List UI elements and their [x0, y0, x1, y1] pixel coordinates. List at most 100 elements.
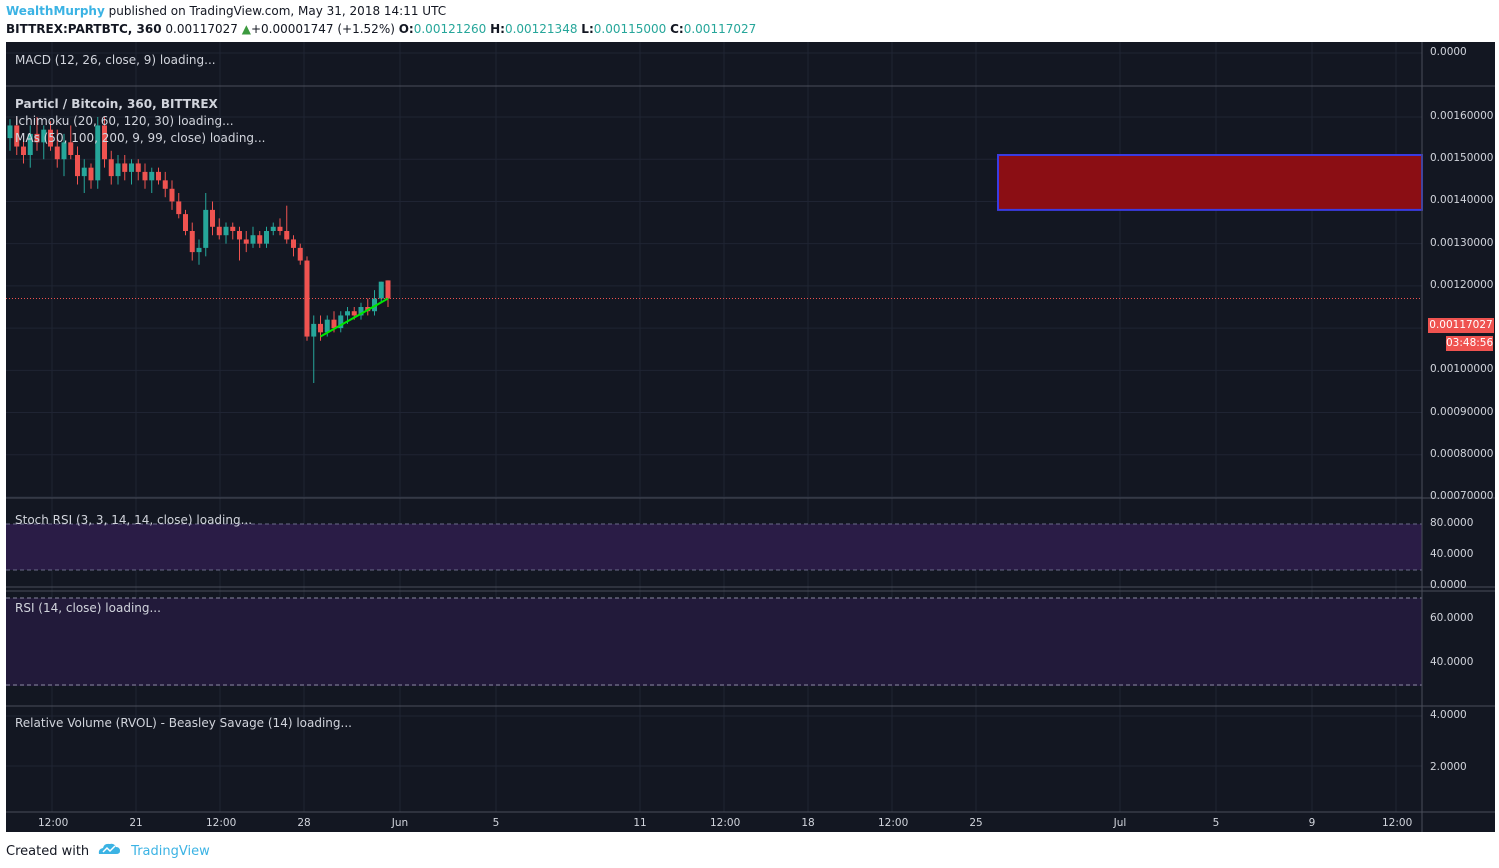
time-tick: 21 — [129, 817, 143, 829]
current-price-badge: 0.00117027 — [1428, 318, 1494, 333]
candle-body — [250, 235, 256, 244]
time-tick: 5 — [492, 817, 500, 829]
created-with-text: Created with — [6, 843, 90, 859]
price-tick: 0.00160000 — [1430, 110, 1494, 122]
candle-body — [41, 129, 47, 143]
candle-body — [338, 315, 344, 329]
rvol-tick: 2.0000 — [1430, 761, 1467, 773]
candle-body — [210, 209, 215, 227]
candles — [7, 117, 391, 383]
rsi-label[interactable]: RSI (14, close) loading... — [15, 601, 161, 615]
rsi-tick: 60.0000 — [1430, 612, 1474, 624]
time-tick: 12:00 — [710, 817, 741, 829]
candle-body — [21, 146, 26, 155]
candle-body — [142, 171, 148, 181]
pane-dividers — [6, 42, 1495, 832]
high-value: 0.00121348 — [504, 22, 578, 36]
candle-body — [88, 167, 94, 181]
stoch-rsi-label[interactable]: Stoch RSI (3, 3, 14, 14, close) loading.… — [15, 513, 253, 527]
time-tick: 11 — [633, 817, 647, 829]
low-value: 0.00115000 — [593, 22, 667, 36]
chart-canvas[interactable] — [6, 42, 1495, 832]
candle-body — [223, 226, 229, 236]
trendline — [320, 297, 389, 338]
candle-body — [115, 163, 121, 177]
up-arrow-icon: ▲ — [241, 22, 251, 36]
candle-body — [345, 311, 350, 316]
indicator-bands — [6, 523, 1422, 686]
candle-body — [318, 323, 323, 333]
rvol-label[interactable]: Relative Volume (RVOL) - Beasley Savage … — [15, 716, 352, 730]
price-tick: 0.00070000 — [1430, 490, 1494, 502]
symbol-info: BITTREX:PARTBTC, 360 0.00117027 ▲+0.0000… — [6, 22, 756, 36]
price-tick: 0.00090000 — [1430, 405, 1494, 418]
mas-label[interactable]: MAs (50, 100, 200, 9, 99, close) loading… — [15, 131, 266, 145]
candle-body — [351, 311, 357, 316]
price-tick: 0.00100000 — [1430, 363, 1494, 376]
candle-body — [378, 281, 384, 299]
candle-body — [264, 231, 269, 244]
tradingview-link[interactable]: TradingView — [131, 843, 210, 859]
time-tick: Jun — [391, 817, 409, 829]
price-change: +0.00001747 (+1.52%) — [250, 22, 395, 36]
time-tick: 12:00 — [878, 817, 909, 829]
published-text: published on TradingView.com, May 31, 20… — [104, 4, 447, 18]
time-tick: 25 — [969, 817, 983, 829]
macd-label[interactable]: MACD (12, 26, close, 9) loading... — [15, 53, 216, 67]
candle-body — [372, 298, 377, 312]
resistance-zone-rect — [997, 154, 1423, 211]
candle-body — [14, 125, 20, 147]
candle-body — [237, 231, 242, 240]
candle-body — [102, 125, 107, 160]
candle-body — [7, 125, 13, 139]
symbol-label: BITTREX:PARTBTC, 360 — [6, 22, 162, 36]
price-tick: 0.00080000 — [1430, 447, 1494, 460]
high-label: H: — [490, 22, 505, 36]
time-tick: Jul — [1113, 817, 1127, 829]
time-tick: 18 — [801, 817, 815, 829]
candle-body — [277, 226, 283, 231]
last-price: 0.00117027 — [165, 22, 238, 36]
candle-body — [149, 171, 155, 181]
stoch-tick: 40.0000 — [1430, 548, 1474, 560]
candle-body — [129, 163, 134, 172]
candle-body — [81, 167, 87, 177]
candle-body — [358, 307, 364, 316]
candle-body — [176, 201, 182, 215]
time-tick: 9 — [1308, 817, 1316, 829]
candle-body — [203, 209, 209, 248]
candle-body — [54, 146, 60, 160]
author-link[interactable]: WealthMurphy — [6, 4, 105, 18]
candle-body — [108, 159, 114, 177]
close-label: C: — [670, 22, 684, 36]
close-value: 0.00117027 — [683, 22, 757, 36]
stoch-tick: 80.0000 — [1430, 517, 1474, 529]
candle-body — [284, 231, 290, 240]
time-tick: 12:00 — [38, 817, 69, 829]
candle-body — [162, 180, 168, 189]
ichimoku-label[interactable]: Ichimoku (20, 60, 120, 30) loading... — [15, 114, 234, 128]
candle-body — [297, 247, 303, 261]
stoch-tick: 0.0000 — [1430, 579, 1467, 591]
footer: Created with TradingView — [6, 842, 210, 860]
candle-body — [257, 235, 263, 244]
candle-body — [196, 247, 202, 253]
macd-tick: 0.0000 — [1430, 46, 1467, 58]
candle-body — [324, 319, 330, 333]
price-tick: 0.00120000 — [1430, 278, 1494, 291]
main-title[interactable]: Particl / Bitcoin, 360, BITTREX — [15, 97, 218, 111]
candle-body — [385, 280, 391, 299]
tradingview-logo-icon[interactable] — [97, 842, 121, 860]
candle-body — [311, 323, 317, 337]
candle-body — [156, 171, 161, 181]
open-label: O: — [398, 22, 414, 36]
candle-body — [61, 142, 67, 160]
price-tick: 0.00150000 — [1430, 152, 1494, 165]
chart-area[interactable]: 0.0000 0.00160000 0.00150000 0.00140000 0.00… — [6, 42, 1495, 832]
candle-body — [216, 226, 222, 236]
resistance-zone — [997, 154, 1423, 211]
time-tick: 5 — [1212, 817, 1220, 829]
candle-body — [68, 142, 74, 155]
candle-body — [34, 133, 40, 143]
candle-body — [27, 133, 33, 155]
